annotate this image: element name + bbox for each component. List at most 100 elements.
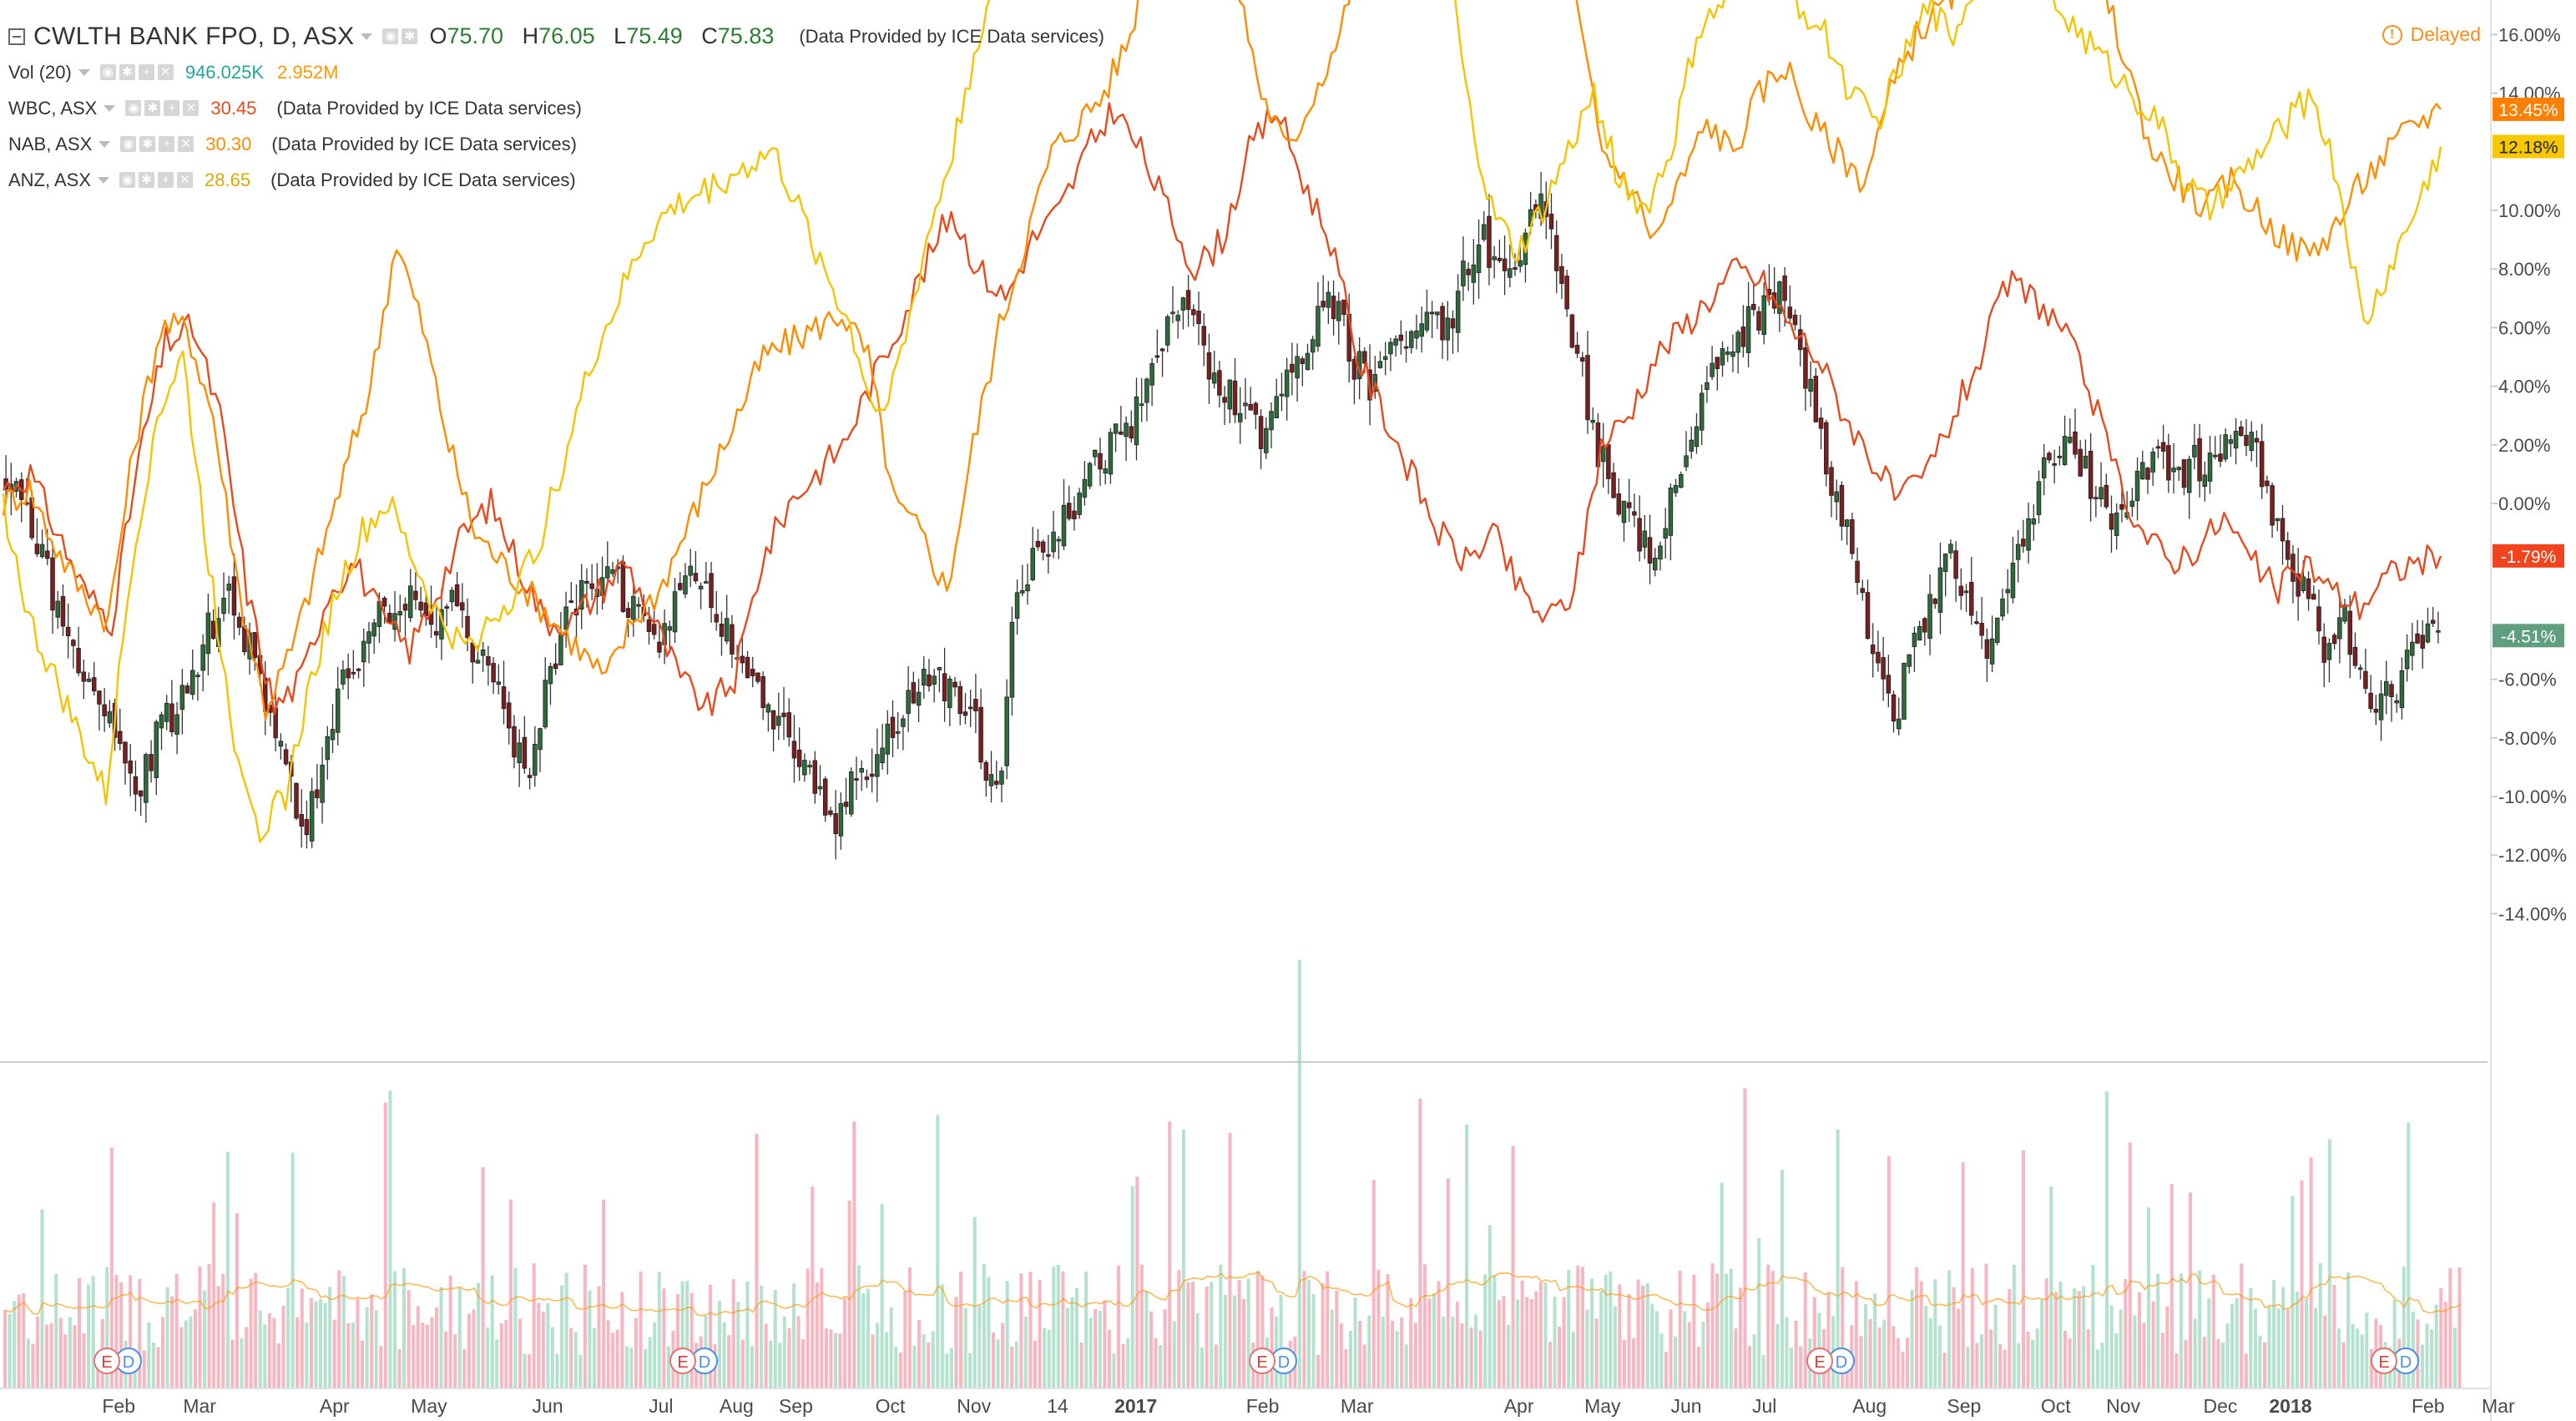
candle-body [1642, 530, 1648, 548]
volume-bar [1715, 1273, 1720, 1388]
candle-body [1056, 539, 1062, 542]
plus-icon[interactable]: + [164, 100, 180, 116]
y-tick-label: -6.00% [2498, 670, 2557, 690]
earnings-marker[interactable] [2371, 1348, 2397, 1374]
eye-icon[interactable]: ◉ [382, 28, 399, 44]
gear-icon[interactable]: ✱ [139, 136, 156, 152]
gear-icon[interactable]: ✱ [119, 64, 135, 80]
candle-body [1201, 326, 1207, 346]
candle-body [1574, 345, 1580, 354]
candle-body [2254, 437, 2260, 442]
volume-bar [2416, 1319, 2420, 1388]
volume-bar [26, 1338, 30, 1388]
candle-body [283, 749, 289, 765]
volume-bar [606, 1320, 610, 1388]
volume-bar [1228, 1132, 1232, 1388]
volume-bar [871, 1334, 875, 1388]
x-tick-label: Jul [649, 1395, 673, 1417]
compare-label[interactable]: ANZ, ASX [8, 169, 92, 190]
close-icon[interactable]: ✕ [157, 64, 174, 80]
volume-bar [1469, 1327, 1473, 1388]
eye-icon[interactable]: ◉ [120, 136, 137, 152]
plus-icon[interactable]: + [159, 136, 175, 152]
candle-body [1020, 590, 1025, 594]
series-line[interactable] [2, 0, 2442, 721]
candle-body [506, 702, 512, 729]
candle-body [491, 663, 496, 683]
candle-body [1429, 311, 1435, 315]
eye-icon[interactable]: ◉ [99, 64, 116, 80]
eye-icon[interactable]: ◉ [119, 172, 136, 188]
volume-bar [2392, 1300, 2397, 1388]
volume-bar [949, 1348, 953, 1388]
earnings-marker[interactable] [93, 1348, 120, 1374]
volume-bar [309, 1297, 313, 1388]
volume-label[interactable]: Vol (20) [8, 61, 72, 83]
volume-bar [1413, 1322, 1417, 1388]
gear-icon[interactable]: ✱ [402, 28, 418, 44]
volume-bar [977, 1305, 982, 1388]
chevron-down-icon[interactable] [98, 140, 111, 148]
close-icon[interactable]: ✕ [183, 100, 200, 116]
compare-label[interactable]: NAB, ASX [8, 133, 93, 154]
candle-body [1046, 554, 1051, 557]
collapse-legend-button[interactable] [8, 28, 25, 45]
close-icon[interactable]: ✕ [177, 172, 194, 188]
chevron-down-icon[interactable] [104, 104, 116, 112]
volume-bar [2434, 1304, 2438, 1388]
volume-bar [1952, 1287, 1956, 1388]
volume-bar [109, 1147, 114, 1388]
close-icon[interactable]: ✕ [178, 136, 194, 152]
chevron-down-icon[interactable] [98, 176, 110, 184]
candle-body [1855, 560, 1860, 584]
candle-body [1553, 235, 1559, 271]
candle-body [1295, 356, 1300, 379]
candle-body [402, 604, 408, 611]
series-line[interactable] [2, 102, 2442, 716]
earnings-marker[interactable] [669, 1348, 696, 1374]
candle-body [1331, 296, 1336, 320]
volume-bar [537, 1302, 541, 1388]
delayed-indicator[interactable]: ! Delayed [2382, 23, 2481, 46]
earnings-marker[interactable] [1806, 1348, 1833, 1374]
volume-bar [63, 1334, 68, 1388]
series-line[interactable] [2, 0, 2442, 843]
chevron-down-icon[interactable] [361, 33, 373, 40]
candle-body [1382, 356, 1388, 360]
volume-bar [629, 1348, 634, 1388]
volume-bar [2244, 1353, 2248, 1388]
earnings-marker[interactable] [1249, 1348, 1275, 1374]
candle-body [205, 612, 211, 655]
volume-bar [388, 1090, 392, 1388]
volume-bar [328, 1287, 332, 1388]
volume-bar [1260, 1275, 1265, 1388]
volume-bar [467, 1313, 471, 1388]
candle-body [1481, 224, 1487, 240]
volume-bar [1233, 1295, 1237, 1388]
candle-body [2389, 684, 2394, 697]
volume-bar [1474, 1314, 1478, 1388]
gear-icon[interactable]: ✱ [139, 172, 155, 188]
eye-icon[interactable]: ◉ [125, 100, 142, 116]
volume-bar [861, 1292, 866, 1388]
chevron-down-icon[interactable] [78, 68, 90, 76]
volume-bar [1437, 1281, 1441, 1388]
candle-body [1705, 382, 1710, 391]
gear-icon[interactable]: ✱ [144, 100, 161, 116]
candle-body [869, 773, 875, 777]
volume-bar [560, 1285, 564, 1388]
candle-body [683, 575, 688, 594]
candle-body [149, 754, 154, 771]
candle-body [538, 728, 543, 751]
volume-bar [1826, 1292, 1831, 1388]
symbol-title[interactable]: CWLTH BANK FPO, D, ASX [33, 22, 355, 50]
candle-body [1792, 314, 1798, 326]
compare-label[interactable]: WBC, ASX [8, 97, 98, 119]
plus-icon[interactable]: + [138, 64, 154, 80]
candle-body [2145, 468, 2150, 480]
candle-body [657, 641, 662, 653]
plus-icon[interactable]: + [158, 172, 174, 188]
candle-body [1632, 511, 1637, 516]
candle-body [2140, 462, 2145, 480]
